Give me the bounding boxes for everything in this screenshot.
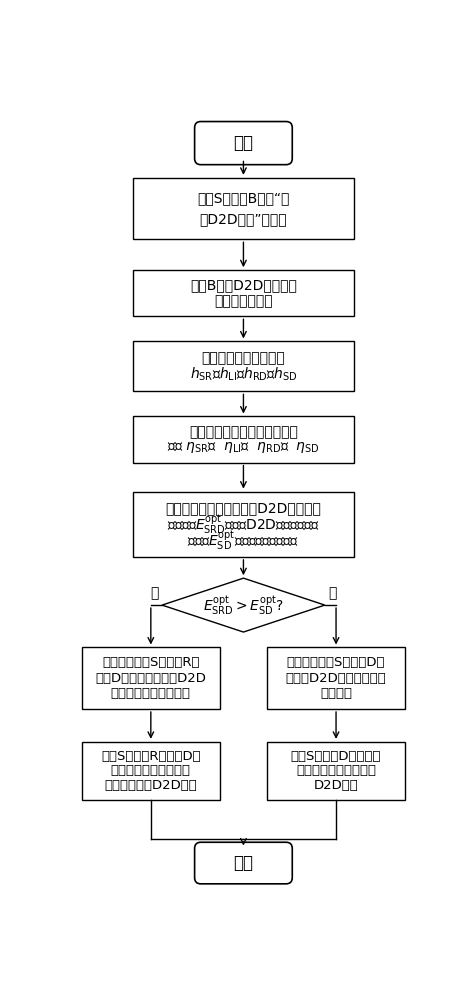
Text: 基站B为该D2D链路确定: 基站B为该D2D链路确定 (190, 279, 297, 293)
Polygon shape (162, 578, 325, 632)
FancyBboxPatch shape (133, 492, 354, 557)
FancyBboxPatch shape (195, 122, 292, 165)
Text: 是: 是 (151, 586, 159, 600)
FancyBboxPatch shape (82, 742, 220, 800)
FancyBboxPatch shape (133, 270, 354, 316)
Text: 终端D进行中继辅助的D2D: 终端D进行中继辅助的D2D (95, 672, 206, 685)
Text: $E^{\mathrm{opt}}_{\mathrm{SRD}}>E^{\mathrm{opt}}_{\mathrm{SD}}$?: $E^{\mathrm{opt}}_{\mathrm{SRD}}>E^{\mat… (203, 594, 284, 617)
Text: 终端S、中继R、终端D根: 终端S、中继R、终端D根 (101, 750, 200, 763)
Text: 终端S向基站B发送“进: 终端S向基站B发送“进 (197, 191, 290, 205)
FancyBboxPatch shape (133, 416, 354, 463)
Text: 计算 $\eta_{\mathrm{SR}}$、  $\eta_{\mathrm{LI}}$、  $\eta_{\mathrm{RD}}$、  $\eta_{\: 计算 $\eta_{\mathrm{SR}}$、 $\eta_{\mathrm{… (167, 440, 320, 455)
Text: 通信以及最优发射功率: 通信以及最优发射功率 (111, 687, 191, 700)
Text: 到的控制信息进行直迚: 到的控制信息进行直迚 (296, 764, 376, 777)
Text: D2D通信: D2D通信 (314, 779, 359, 792)
Text: 终端S、终端D根据接收: 终端S、终端D根据接收 (291, 750, 381, 763)
Text: 基站分别计算中继辅助的D2D链路最大: 基站分别计算中继辅助的D2D链路最大 (165, 501, 322, 515)
FancyBboxPatch shape (133, 178, 354, 239)
Text: 否: 否 (328, 586, 336, 600)
Text: $h_{\mathrm{SR}}$、$h_{\mathrm{LI}}$、$h_{\mathrm{RD}}$、$h_{\mathrm{SD}}$: $h_{\mathrm{SR}}$、$h_{\mathrm{LI}}$、$h_{… (190, 366, 297, 383)
Text: 基站通知终端S和终端D进: 基站通知终端S和终端D进 (287, 656, 385, 669)
Text: 一个全双工中继: 一个全双工中继 (214, 294, 273, 308)
Text: 结束: 结束 (233, 854, 254, 872)
Text: 能量效率$E^{\mathrm{opt}}_{\mathrm{SRD}}$和直迚D2D链路的最大能: 能量效率$E^{\mathrm{opt}}_{\mathrm{SRD}}$和直迚… (167, 513, 320, 536)
Text: 基站根据获得的信道状态信息: 基站根据获得的信道状态信息 (189, 425, 298, 439)
FancyBboxPatch shape (82, 647, 220, 709)
FancyBboxPatch shape (133, 341, 354, 391)
Text: 发射功率: 发射功率 (320, 687, 352, 700)
FancyBboxPatch shape (267, 742, 405, 800)
Text: 基站通知终端S、中继R和: 基站通知终端S、中继R和 (102, 656, 200, 669)
Text: 开始: 开始 (233, 134, 254, 152)
Text: 基站获得信道状态信息: 基站获得信道状态信息 (201, 351, 285, 365)
FancyBboxPatch shape (267, 647, 405, 709)
Text: 据接收到的控制信息进: 据接收到的控制信息进 (111, 764, 191, 777)
Text: 行中继辅助的D2D通信: 行中继辅助的D2D通信 (104, 779, 197, 792)
Text: 行直迚D2D通信以及最优: 行直迚D2D通信以及最优 (285, 672, 387, 685)
FancyBboxPatch shape (195, 842, 292, 884)
Text: 行D2D通信”的请求: 行D2D通信”的请求 (200, 212, 287, 226)
Text: 量效率$E^{\mathrm{opt}}_{\mathrm{SD}}$，以及最优发射功率: 量效率$E^{\mathrm{opt}}_{\mathrm{SD}}$，以及最优… (188, 529, 299, 552)
